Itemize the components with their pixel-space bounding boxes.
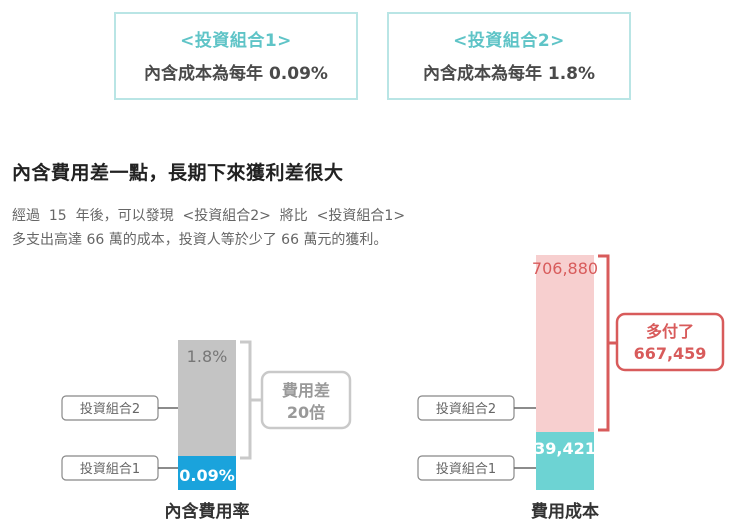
legend-label-portfolio-2-ratio: 投資組合2	[80, 401, 140, 417]
portfolio-2-card: <投資組合2> 內含成本為每年 1.8%	[387, 12, 631, 100]
paragraph-line-2: 多支出高達 66 萬的成本，投資人等於少了 66 萬元的獲利。	[12, 232, 388, 248]
bracket-box-cost	[615, 312, 725, 372]
label-portfolio-2-ratio: 1.8%	[187, 347, 228, 366]
bracket-cost	[598, 254, 610, 432]
portfolio-1-name: <投資組合1>	[180, 31, 292, 51]
bar-portfolio-2-ratio	[178, 340, 236, 456]
bracket-label-line2-cost: 667,459	[634, 344, 707, 363]
label-portfolio-2-cost: 706,880	[532, 259, 598, 278]
section-heading: 內含費用差一點，長期下來獲利差很大	[12, 162, 344, 184]
label-portfolio-1-cost: 39,421	[534, 439, 596, 458]
xlabel-expense-ratio: 內含費用率	[165, 501, 250, 522]
portfolio-2-desc: 內含成本為每年 1.8%	[422, 64, 596, 84]
bracket-label-line2-ratio: 20倍	[287, 403, 325, 422]
bracket-ratio	[240, 340, 252, 460]
bar-portfolio-2-cost	[536, 255, 594, 432]
portfolio-1-card: <投資組合1> 內含成本為每年 0.09%	[114, 12, 358, 100]
portfolio-2-name: <投資組合2>	[453, 31, 565, 51]
bracket-box-ratio	[260, 370, 352, 430]
legend-label-portfolio-1-ratio: 投資組合1	[80, 461, 140, 477]
xlabel-cost: 費用成本	[531, 501, 599, 522]
bar-portfolio-1-ratio	[178, 456, 236, 490]
bracket-label-line1-ratio: 費用差	[282, 381, 330, 400]
bar-portfolio-1-cost	[536, 432, 594, 490]
legend-label-portfolio-1-cost: 投資組合1	[436, 461, 496, 477]
bracket-label-line1-cost: 多付了	[646, 322, 694, 341]
legend-label-portfolio-2-cost: 投資組合2	[436, 401, 496, 417]
label-portfolio-1-ratio: 0.09%	[179, 466, 235, 485]
paragraph-line-1: 經過 15 年後，可以發現 <投資組合2> 將比 <投資組合1>	[12, 208, 406, 224]
portfolio-1-desc: 內含成本為每年 0.09%	[144, 64, 328, 84]
